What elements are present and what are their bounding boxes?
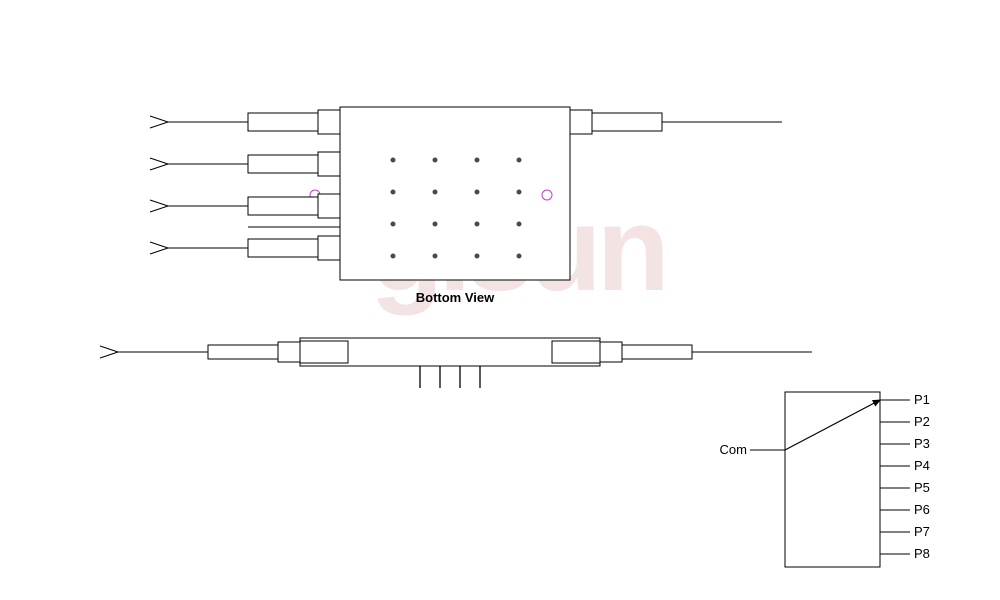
port-label: P6 — [914, 502, 930, 517]
side-view — [300, 338, 600, 388]
port-label: P8 — [914, 546, 930, 561]
schematic: Com P1 P2 P3 P4 P5 P6 P7 P8 — [720, 392, 930, 567]
port-label: P7 — [914, 524, 930, 539]
port-label: P4 — [914, 458, 930, 473]
port-label: P3 — [914, 436, 930, 451]
port-label: P1 — [914, 392, 930, 407]
com-label: Com — [720, 442, 747, 457]
port-label: P5 — [914, 480, 930, 495]
diagram-canvas: glsunBottom ViewComP1P2P3P4P5P6P7P8 — [0, 0, 1000, 600]
port-label: P2 — [914, 414, 930, 429]
bottom-view-label: Bottom View — [416, 290, 495, 305]
